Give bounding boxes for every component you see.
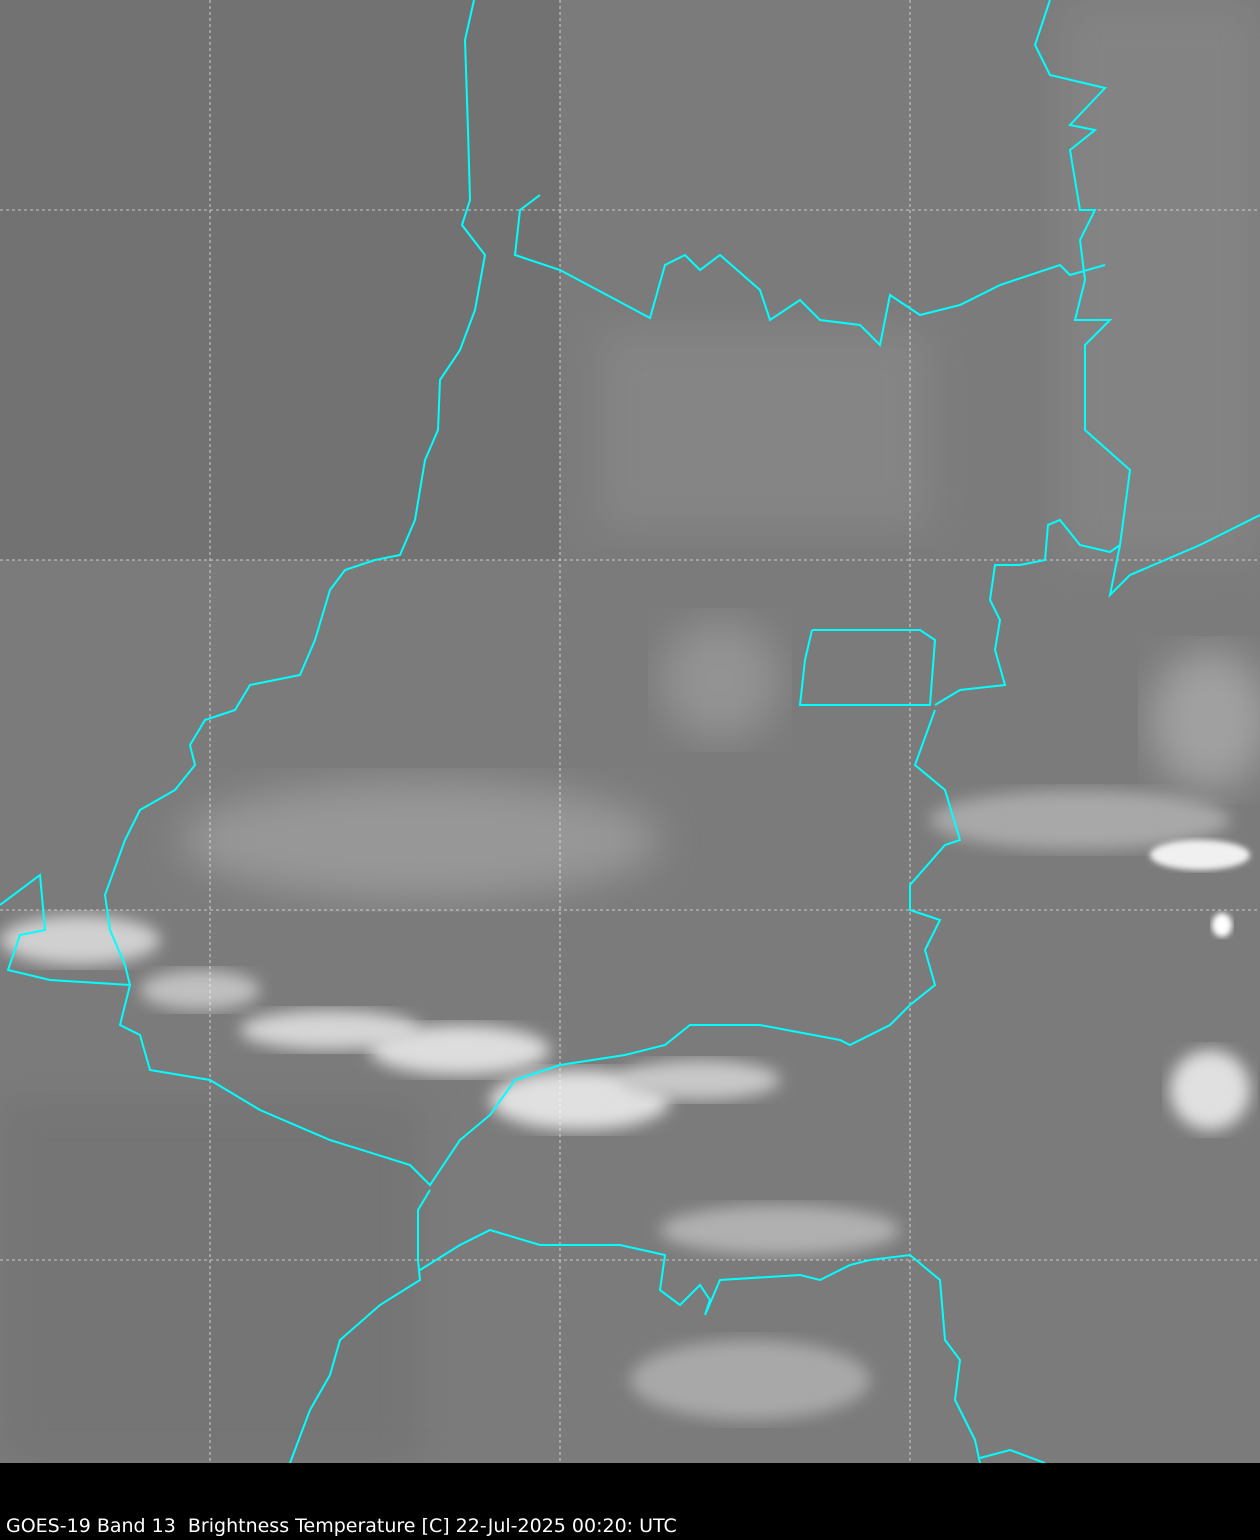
border-line: [798, 629, 937, 706]
state-borders: [0, 0, 1260, 1463]
land-shading: [0, 0, 1260, 1463]
image-caption: GOES-19 Band 13 Brightness Temperature […: [6, 1515, 677, 1537]
border-line: [289, 1189, 431, 1463]
cloud-band: [0, 620, 1260, 1420]
border-line: [103, 0, 962, 1187]
border-line: [979, 1448, 1046, 1463]
map-overlay: [0, 0, 1260, 1463]
border-line: [1033, 0, 1260, 599]
border-line: [419, 1228, 981, 1463]
border-line: [934, 518, 1121, 706]
border-line: [513, 194, 1106, 348]
border-line: [0, 873, 131, 986]
satellite-image: [0, 0, 1260, 1463]
lat-lon-grid: [0, 0, 1260, 1463]
